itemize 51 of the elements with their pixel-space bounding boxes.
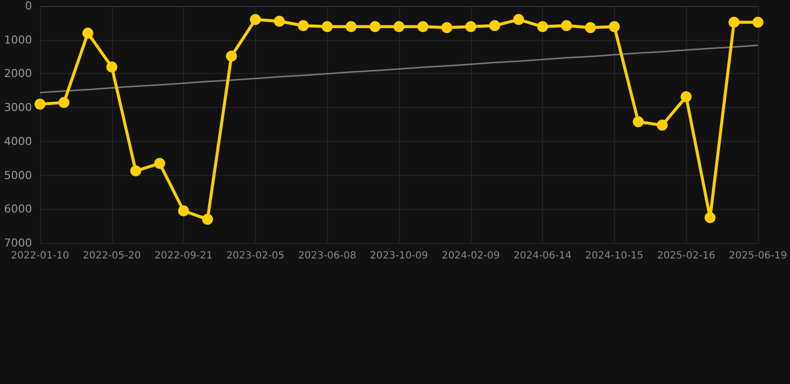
x-tick-label: 2023-06-08 bbox=[298, 250, 356, 262]
point bbox=[322, 21, 333, 32]
point bbox=[202, 214, 214, 225]
y-tick-label: 4000 bbox=[4, 134, 32, 148]
point bbox=[656, 120, 668, 131]
point bbox=[489, 20, 500, 32]
x-tick-label: 2023-02-05 bbox=[226, 250, 284, 262]
point bbox=[752, 16, 764, 28]
y-tick-label: 5000 bbox=[4, 168, 32, 182]
y-tick-label: 6000 bbox=[4, 202, 32, 216]
point bbox=[58, 96, 70, 108]
point bbox=[226, 50, 237, 62]
point bbox=[298, 20, 309, 32]
y-tick-label: 2000 bbox=[4, 67, 32, 80]
y-tick-label: 0 bbox=[25, 0, 32, 12]
point bbox=[82, 28, 94, 39]
point bbox=[250, 14, 261, 26]
point bbox=[704, 212, 716, 224]
point bbox=[728, 16, 740, 28]
x-tick-label: 2024-06-14 bbox=[513, 250, 572, 262]
point bbox=[608, 21, 620, 32]
x-tick-label: 2024-02-09 bbox=[442, 250, 500, 262]
x-tick-label: 2022-09-21 bbox=[154, 250, 213, 262]
point bbox=[130, 165, 142, 176]
x-tick-label: 2022-05-20 bbox=[82, 250, 141, 262]
point bbox=[632, 116, 644, 128]
point bbox=[274, 16, 285, 27]
point bbox=[680, 91, 692, 102]
line-series bbox=[39, 44, 759, 94]
point bbox=[537, 21, 548, 32]
point bbox=[441, 22, 452, 34]
x-tick-label: 2024-10-15 bbox=[585, 250, 644, 262]
x-tick-label: 2025-06-19 bbox=[728, 250, 788, 262]
x-tick-label: 2023-10-09 bbox=[370, 250, 428, 262]
point bbox=[154, 158, 166, 169]
point bbox=[178, 205, 190, 216]
point bbox=[465, 21, 476, 32]
point bbox=[106, 61, 118, 72]
point bbox=[346, 21, 357, 32]
point bbox=[393, 21, 404, 32]
point bbox=[584, 22, 596, 34]
point bbox=[417, 21, 428, 32]
y-tick-label: 3000 bbox=[4, 101, 32, 114]
y-tick-label: 1000 bbox=[4, 33, 32, 46]
point bbox=[561, 20, 572, 32]
x-tick-label: 2025-02-16 bbox=[657, 250, 716, 262]
point bbox=[34, 98, 46, 110]
y-tick-label: 7000 bbox=[4, 236, 32, 250]
x-tick-label: 2022-01-10 bbox=[10, 250, 70, 262]
point bbox=[370, 21, 381, 32]
point bbox=[513, 14, 524, 26]
